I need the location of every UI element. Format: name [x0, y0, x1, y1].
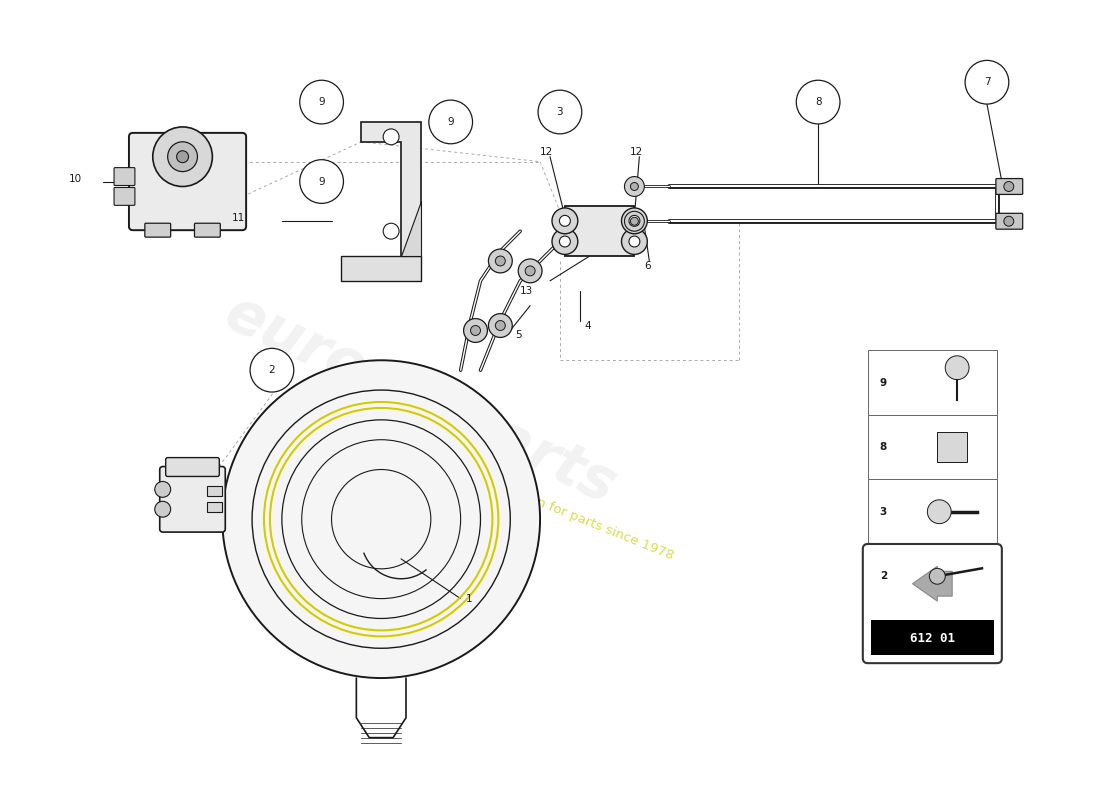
Text: 6: 6 [645, 261, 651, 271]
Circle shape [560, 215, 571, 226]
Text: 10: 10 [68, 174, 81, 183]
FancyBboxPatch shape [868, 350, 997, 415]
Circle shape [167, 142, 198, 171]
FancyBboxPatch shape [208, 502, 222, 512]
Circle shape [621, 208, 647, 234]
Circle shape [629, 236, 640, 247]
Circle shape [630, 218, 638, 226]
Circle shape [927, 500, 952, 524]
Circle shape [945, 356, 969, 380]
Text: 13: 13 [520, 286, 534, 296]
Text: 5: 5 [515, 330, 521, 341]
FancyBboxPatch shape [862, 544, 1002, 663]
Circle shape [560, 236, 571, 247]
Circle shape [538, 90, 582, 134]
FancyBboxPatch shape [868, 479, 997, 544]
Text: 1: 1 [465, 594, 472, 604]
FancyBboxPatch shape [937, 432, 967, 462]
Circle shape [525, 266, 535, 276]
Circle shape [518, 259, 542, 283]
FancyBboxPatch shape [166, 458, 219, 477]
FancyBboxPatch shape [868, 415, 997, 479]
Polygon shape [361, 122, 421, 281]
Circle shape [250, 348, 294, 392]
FancyBboxPatch shape [114, 187, 135, 206]
Text: 2: 2 [268, 366, 275, 375]
Circle shape [621, 229, 647, 254]
Text: 2: 2 [880, 571, 887, 582]
Circle shape [965, 60, 1009, 104]
Text: 12: 12 [629, 146, 642, 157]
Circle shape [625, 177, 645, 197]
Circle shape [463, 318, 487, 342]
Text: eurocarparts: eurocarparts [217, 284, 626, 516]
Circle shape [1004, 182, 1014, 191]
FancyBboxPatch shape [996, 214, 1023, 229]
Text: 8: 8 [880, 442, 887, 452]
Text: 9: 9 [318, 97, 324, 107]
Text: 612 01: 612 01 [910, 632, 955, 645]
Text: 4: 4 [585, 321, 592, 330]
Circle shape [930, 568, 945, 584]
Text: 3: 3 [557, 107, 563, 117]
Circle shape [383, 129, 399, 145]
Circle shape [153, 127, 212, 186]
Circle shape [299, 80, 343, 124]
Circle shape [383, 223, 399, 239]
Circle shape [177, 150, 188, 162]
FancyBboxPatch shape [868, 544, 997, 609]
Circle shape [155, 502, 170, 517]
Circle shape [552, 208, 578, 234]
FancyArrow shape [913, 566, 953, 601]
FancyBboxPatch shape [129, 133, 246, 230]
Polygon shape [341, 256, 421, 281]
FancyBboxPatch shape [195, 223, 220, 237]
Text: 11: 11 [232, 214, 245, 223]
Text: 8: 8 [815, 97, 822, 107]
Text: 12: 12 [540, 146, 553, 157]
Circle shape [488, 249, 513, 273]
Text: 9: 9 [880, 378, 887, 388]
FancyBboxPatch shape [208, 486, 222, 496]
Circle shape [155, 482, 170, 498]
Circle shape [1004, 216, 1014, 226]
Text: 9: 9 [318, 177, 324, 186]
Circle shape [796, 80, 840, 124]
FancyBboxPatch shape [145, 223, 170, 237]
FancyBboxPatch shape [565, 206, 635, 256]
Text: 7: 7 [983, 78, 990, 87]
Circle shape [488, 314, 513, 338]
Circle shape [471, 326, 481, 335]
FancyBboxPatch shape [871, 621, 994, 655]
FancyBboxPatch shape [114, 168, 135, 186]
Circle shape [495, 321, 505, 330]
Text: a passion for parts since 1978: a passion for parts since 1978 [484, 475, 675, 563]
Circle shape [629, 215, 640, 226]
Circle shape [299, 160, 343, 203]
Circle shape [429, 100, 473, 144]
Polygon shape [402, 202, 421, 256]
Text: 9: 9 [448, 117, 454, 127]
Circle shape [552, 229, 578, 254]
Circle shape [630, 182, 638, 190]
Circle shape [625, 211, 645, 231]
FancyBboxPatch shape [996, 178, 1023, 194]
Text: 3: 3 [880, 506, 887, 517]
Circle shape [222, 360, 540, 678]
FancyBboxPatch shape [160, 466, 226, 532]
Circle shape [495, 256, 505, 266]
